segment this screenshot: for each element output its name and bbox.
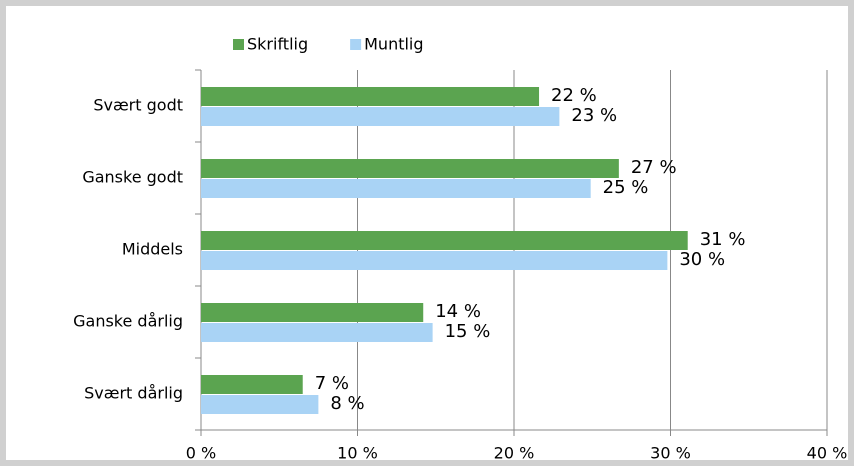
data-label: 15 % bbox=[445, 321, 491, 342]
y-tick-label: Middels bbox=[122, 240, 183, 259]
data-label: 27 % bbox=[631, 157, 677, 178]
y-tick-label: Ganske dårlig bbox=[73, 312, 183, 331]
bar bbox=[201, 303, 424, 322]
bar bbox=[201, 251, 668, 270]
x-tick-label: 30 % bbox=[650, 444, 691, 463]
data-label: 31 % bbox=[700, 229, 746, 250]
data-label: 7 % bbox=[315, 373, 349, 394]
data-label: 30 % bbox=[679, 249, 725, 270]
y-tick-label: Svært godt bbox=[93, 96, 183, 115]
data-label: 23 % bbox=[571, 105, 617, 126]
bar bbox=[201, 159, 619, 178]
legend-swatch bbox=[350, 39, 362, 50]
data-label: 22 % bbox=[551, 85, 597, 106]
bar bbox=[201, 231, 688, 250]
bar bbox=[201, 323, 433, 342]
legend-label: Muntlig bbox=[364, 35, 423, 54]
y-tick-label: Svært dårlig bbox=[84, 384, 183, 403]
legend-swatch bbox=[233, 39, 244, 50]
x-tick-label: 0 % bbox=[186, 444, 216, 463]
data-label: 14 % bbox=[435, 301, 481, 322]
x-tick-label: 10 % bbox=[337, 444, 378, 463]
bar bbox=[201, 107, 560, 126]
x-tick-label: 40 % bbox=[807, 444, 848, 463]
data-label: 8 % bbox=[330, 393, 364, 414]
bar bbox=[201, 375, 303, 394]
legend-label: Skriftlig bbox=[247, 35, 308, 54]
bar bbox=[201, 179, 591, 198]
x-tick-label: 20 % bbox=[494, 444, 535, 463]
bar bbox=[201, 87, 540, 106]
y-tick-label: Ganske godt bbox=[82, 168, 183, 187]
data-label: 25 % bbox=[603, 177, 649, 198]
bar bbox=[201, 395, 319, 414]
